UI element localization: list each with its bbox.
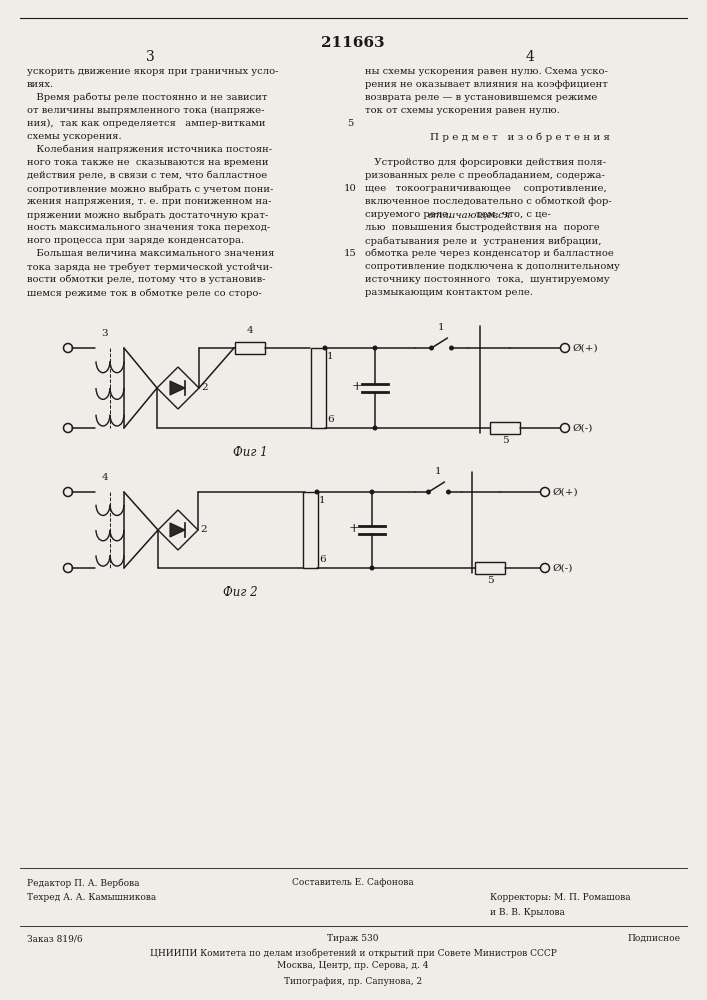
Text: 15: 15 — [344, 249, 356, 258]
Circle shape — [446, 489, 451, 494]
Text: обмотка реле через конденсатор и балластное: обмотка реле через конденсатор и балласт… — [365, 249, 614, 258]
Text: ность максимального значения тока переход-: ность максимального значения тока перехо… — [27, 223, 270, 232]
Text: Техред А. А. Камышникова: Техред А. А. Камышникова — [27, 893, 156, 902]
Text: включенное последовательно с обмоткой фор-: включенное последовательно с обмоткой фо… — [365, 197, 612, 207]
Circle shape — [426, 489, 431, 494]
Text: схемы ускорения.: схемы ускорения. — [27, 132, 122, 141]
Text: 3: 3 — [146, 50, 154, 64]
Text: шемся режиме ток в обмотке реле со сторо-: шемся режиме ток в обмотке реле со сторо… — [27, 288, 262, 298]
Text: 1: 1 — [436, 467, 442, 476]
Text: рения не оказывает влияния на коэффициент: рения не оказывает влияния на коэффициен… — [365, 80, 608, 89]
Text: ного тока также не  сказываются на времени: ного тока также не сказываются на времен… — [27, 158, 269, 167]
Text: 3: 3 — [102, 329, 108, 338]
Bar — [490, 422, 520, 434]
Circle shape — [322, 346, 327, 351]
Text: Корректоры: М. П. Ромашова: Корректоры: М. П. Ромашова — [490, 893, 631, 902]
Text: 1: 1 — [319, 496, 326, 505]
Bar — [310, 348, 325, 428]
Text: ризованных реле с преобладанием, содержа-: ризованных реле с преобладанием, содержа… — [365, 171, 605, 180]
Text: Тираж 530: Тираж 530 — [327, 934, 379, 943]
Text: 5: 5 — [502, 436, 508, 445]
Text: источнику постоянного  тока,  шунтируемому: источнику постоянного тока, шунтируемому — [365, 275, 609, 284]
Text: сируемого реле,: сируемого реле, — [365, 210, 455, 219]
Text: Ø(+): Ø(+) — [572, 344, 597, 353]
Text: 211663: 211663 — [321, 36, 385, 50]
Text: 10: 10 — [344, 184, 356, 193]
Text: виях.: виях. — [27, 80, 54, 89]
Text: Типография, пр. Сапунова, 2: Типография, пр. Сапунова, 2 — [284, 977, 422, 986]
Text: Составитель Е. Сафонова: Составитель Е. Сафонова — [292, 878, 414, 887]
Text: тем, что, с це-: тем, что, с це- — [473, 210, 551, 219]
Text: Фиг 2: Фиг 2 — [223, 586, 257, 599]
Polygon shape — [170, 381, 185, 395]
Text: +: + — [351, 380, 362, 393]
Circle shape — [373, 346, 378, 351]
Text: Редактор П. А. Вербова: Редактор П. А. Вербова — [27, 878, 139, 888]
Text: отличающееся: отличающееся — [428, 210, 511, 219]
Text: 4: 4 — [247, 326, 253, 335]
Text: 4: 4 — [525, 50, 534, 64]
Text: ны схемы ускорения равен нулю. Схема уско-: ны схемы ускорения равен нулю. Схема уск… — [365, 67, 608, 76]
Text: Фиг 1: Фиг 1 — [233, 446, 267, 459]
Text: 5: 5 — [486, 576, 493, 585]
Text: и В. В. Крылова: и В. В. Крылова — [490, 908, 565, 917]
Text: щее   токоограничивающее    сопротивление,: щее токоограничивающее сопротивление, — [365, 184, 607, 193]
Text: Время работы реле постоянно и не зависит: Время работы реле постоянно и не зависит — [27, 93, 267, 103]
Circle shape — [429, 346, 434, 351]
Text: 6: 6 — [319, 555, 326, 564]
Circle shape — [370, 566, 375, 570]
Text: сопротивление подключена к дополнительному: сопротивление подключена к дополнительно… — [365, 262, 620, 271]
Text: ния),  так как определяется   ампер-витками: ния), так как определяется ампер-витками — [27, 119, 266, 128]
Text: сопротивление можно выбрать с учетом пони-: сопротивление можно выбрать с учетом пон… — [27, 184, 274, 194]
Text: 1: 1 — [438, 323, 445, 332]
Text: ток от схемы ускорения равен нулю.: ток от схемы ускорения равен нулю. — [365, 106, 560, 115]
Text: Ø(+): Ø(+) — [552, 488, 578, 496]
Text: Ø(-): Ø(-) — [572, 424, 592, 432]
Text: пряжении можно выбрать достаточную крат-: пряжении можно выбрать достаточную крат- — [27, 210, 269, 220]
Text: возврата реле — в установившемся режиме: возврата реле — в установившемся режиме — [365, 93, 597, 102]
Text: 6: 6 — [327, 415, 334, 424]
Text: Колебания напряжения источника постоян-: Колебания напряжения источника постоян- — [27, 145, 272, 154]
Text: Подписное: Подписное — [627, 934, 680, 943]
Text: срабатывания реле и  устранения вибрации,: срабатывания реле и устранения вибрации, — [365, 236, 602, 245]
Text: 2: 2 — [201, 383, 208, 392]
Bar — [475, 562, 505, 574]
Text: +: + — [349, 522, 359, 536]
Text: П р е д м е т   и з о б р е т е н и я: П р е д м е т и з о б р е т е н и я — [430, 132, 610, 141]
Text: 5: 5 — [347, 119, 354, 128]
Text: 4: 4 — [102, 473, 108, 482]
Text: 1: 1 — [327, 352, 334, 361]
Text: вости обмотки реле, потому что в установив-: вости обмотки реле, потому что в установ… — [27, 275, 266, 284]
Text: размыкающим контактом реле.: размыкающим контактом реле. — [365, 288, 533, 297]
Bar — [303, 492, 317, 568]
Text: ного процесса при заряде конденсатора.: ного процесса при заряде конденсатора. — [27, 236, 244, 245]
Text: Москва, Центр, пр. Серова, д. 4: Москва, Центр, пр. Серова, д. 4 — [277, 961, 428, 970]
Circle shape — [370, 489, 375, 494]
Text: действия реле, в связи с тем, что балластное: действия реле, в связи с тем, что баллас… — [27, 171, 267, 180]
Text: Большая величина максимального значения: Большая величина максимального значения — [27, 249, 274, 258]
Polygon shape — [170, 523, 185, 537]
Circle shape — [315, 489, 320, 494]
Text: Заказ 819/6: Заказ 819/6 — [27, 934, 83, 943]
Bar — [235, 342, 265, 354]
Text: ЦНИИПИ Комитета по делам изобретений и открытий при Совете Министров СССР: ЦНИИПИ Комитета по делам изобретений и о… — [150, 948, 556, 958]
Text: от величины выпрямленного тока (напряже-: от величины выпрямленного тока (напряже- — [27, 106, 264, 115]
Text: жения напряжения, т. е. при пониженном на-: жения напряжения, т. е. при пониженном н… — [27, 197, 271, 206]
Text: лью  повышения быстродействия на  пороге: лью повышения быстродействия на пороге — [365, 223, 600, 232]
Text: Ø(-): Ø(-) — [552, 564, 573, 572]
Text: тока заряда не требует термической устойчи-: тока заряда не требует термической устой… — [27, 262, 273, 271]
Text: 2: 2 — [200, 526, 206, 534]
Text: Устройство для форсировки действия поля-: Устройство для форсировки действия поля- — [365, 158, 606, 167]
Text: ускорить движение якоря при граничных усло-: ускорить движение якоря при граничных ус… — [27, 67, 279, 76]
Circle shape — [449, 346, 454, 351]
Circle shape — [373, 426, 378, 430]
